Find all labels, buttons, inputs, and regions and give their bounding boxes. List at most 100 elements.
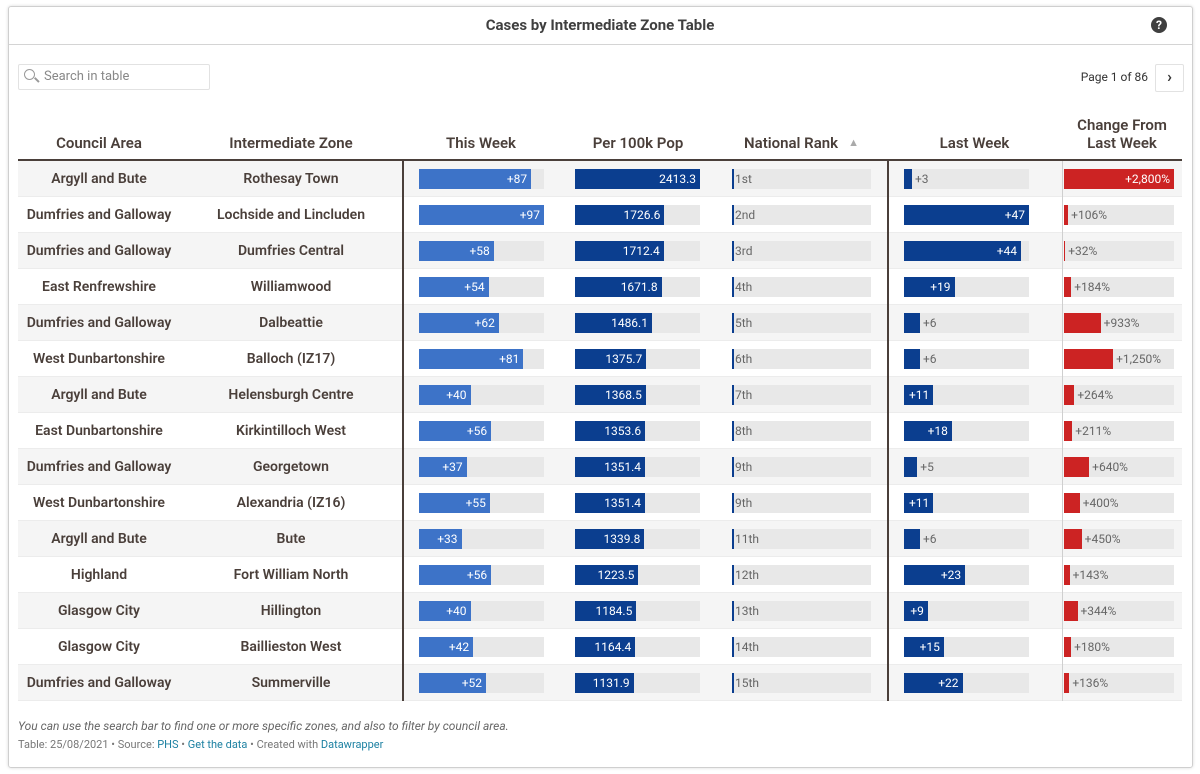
rank-marker <box>732 457 734 477</box>
next-page-button[interactable]: › <box>1155 64 1184 92</box>
value-label: +52 <box>461 676 482 690</box>
bar-track <box>732 457 871 477</box>
row-divider <box>18 628 1182 629</box>
cell-council: Glasgow City <box>57 603 141 619</box>
data-link[interactable]: Get the data <box>187 738 248 751</box>
rank-marker <box>732 673 734 693</box>
column-header: Council Area <box>56 134 142 152</box>
cell-council: East Dunbartonshire <box>35 423 163 439</box>
bar-per-100k <box>575 313 652 333</box>
row-divider <box>18 664 1182 665</box>
bar-change <box>1064 673 1070 693</box>
header-rule <box>18 159 1182 161</box>
row-divider <box>18 556 1182 557</box>
row-divider <box>18 340 1182 341</box>
cell-council: East Renfrewshire <box>42 279 156 295</box>
bar-last-week <box>904 169 912 189</box>
separator: • <box>250 738 254 751</box>
value-label: 2413.3 <box>659 172 696 186</box>
search-box[interactable] <box>18 64 210 90</box>
bar-last-week <box>904 637 944 657</box>
bar-track <box>904 313 1029 333</box>
bar-per-100k <box>575 241 664 261</box>
rank-marker <box>732 637 734 657</box>
bar-this-week <box>419 565 492 585</box>
rank-label: 2nd <box>735 208 756 222</box>
value-label: +97 <box>519 208 540 222</box>
bar-last-week <box>904 565 966 585</box>
bar-this-week <box>419 529 462 549</box>
value-label: +32% <box>1068 244 1098 258</box>
source-link[interactable]: PHS <box>157 738 179 751</box>
bar-change <box>1064 241 1066 261</box>
bar-track <box>1064 457 1174 477</box>
bar-change <box>1064 565 1070 585</box>
value-label: +62 <box>474 316 495 330</box>
rank-marker <box>732 313 734 333</box>
sort-indicator[interactable]: ▲ <box>848 136 859 149</box>
rank-marker <box>732 385 734 405</box>
bar-last-week <box>904 601 928 621</box>
row-divider <box>18 592 1182 593</box>
rank-label: 5th <box>735 316 753 330</box>
bar-track <box>1064 529 1174 549</box>
bar-track <box>732 529 871 549</box>
cell-council: Glasgow City <box>57 639 141 655</box>
rank-marker <box>732 421 734 441</box>
value-label: +400% <box>1082 496 1119 510</box>
value-label: 1351.4 <box>604 496 641 510</box>
cell-zone: Alexandria (IZ16) <box>236 495 346 511</box>
cell-council: Dumfries and Galloway <box>26 207 172 223</box>
bar-change <box>1064 169 1174 189</box>
bar-this-week <box>419 385 471 405</box>
column-divider <box>887 161 889 701</box>
value-label: +933% <box>1103 316 1140 330</box>
bar-this-week <box>419 169 532 189</box>
value-label: 1223.5 <box>597 568 635 582</box>
bar-track <box>1064 493 1174 513</box>
value-label: +40 <box>446 604 467 618</box>
rank-marker <box>732 349 734 369</box>
bar-per-100k <box>575 673 634 693</box>
column-divider-light <box>1062 161 1063 701</box>
rank-label: 1st <box>735 172 752 186</box>
bar-track <box>904 169 1029 189</box>
value-label: +56 <box>466 568 488 582</box>
bar-this-week <box>419 241 494 261</box>
bar-track <box>732 565 871 585</box>
bar-change <box>1064 277 1072 297</box>
bar-track <box>732 493 871 513</box>
help-icon[interactable]: ? <box>1151 17 1167 33</box>
bar-track <box>904 457 1029 477</box>
bar-track <box>1064 565 1174 585</box>
bar-change <box>1064 601 1078 621</box>
bar-track <box>1064 241 1174 261</box>
value-label: +136% <box>1072 676 1109 690</box>
header-divider <box>9 44 1192 45</box>
column-header: This Week <box>446 134 516 152</box>
row-divider <box>18 376 1182 377</box>
value-label: +9 <box>910 604 924 618</box>
bar-last-week <box>904 349 920 369</box>
value-label: +37 <box>442 460 463 474</box>
value-label: 1353.6 <box>604 424 642 438</box>
cell-zone: Dumfries Central <box>237 243 345 259</box>
bar-change <box>1064 421 1073 441</box>
datawrapper-link[interactable]: Datawrapper <box>320 738 384 751</box>
cell-zone: Fort William North <box>233 567 349 583</box>
bar-per-100k <box>575 421 646 441</box>
rank-label: 9th <box>735 460 753 474</box>
bar-change <box>1064 349 1114 369</box>
bar-this-week <box>419 205 544 225</box>
cell-zone: Helensburgh Centre <box>228 387 354 403</box>
bar-this-week <box>419 601 471 621</box>
value-label: +23 <box>940 568 962 582</box>
value-label: +58 <box>469 244 490 258</box>
cell-zone: Rothesay Town <box>243 171 339 187</box>
value-label: +5 <box>920 460 934 474</box>
value-label: +1,250% <box>1116 352 1162 366</box>
value-label: +6 <box>922 352 937 366</box>
row-divider <box>18 304 1182 305</box>
bar-change <box>1064 529 1082 549</box>
